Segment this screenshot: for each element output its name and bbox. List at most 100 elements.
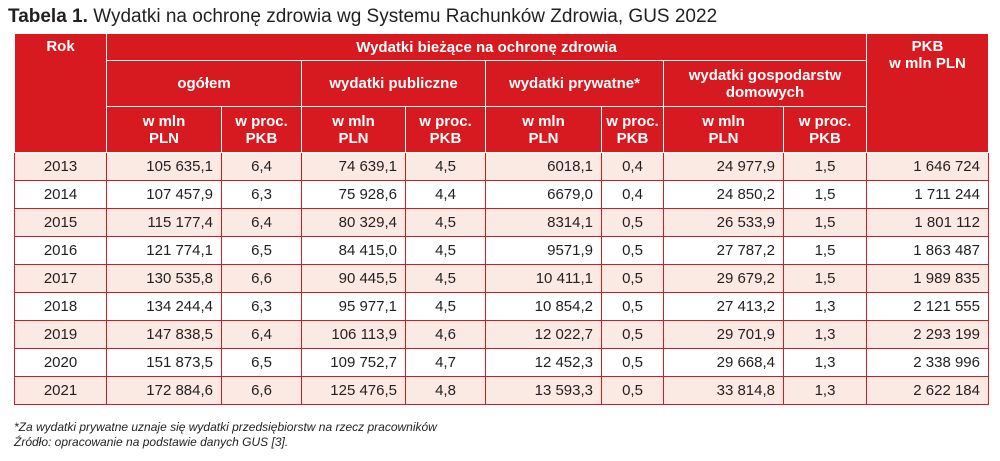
cell-prywatne-proc: 0,5	[601, 320, 664, 349]
cell-year: 2019	[14, 320, 107, 349]
cell-prywatne-mln: 10 411,1	[485, 264, 602, 293]
table-row: 2021 172 884,6 6,6 125 476,5 4,8 13 593,…	[14, 376, 989, 405]
cell-gospodarstwa-proc: 1,5	[783, 264, 867, 293]
table-row: 2016 121 774,1 6,5 84 415,0 4,5 9571,9 0…	[14, 236, 989, 265]
cell-prywatne-proc: 0,5	[601, 208, 664, 237]
cell-publiczne-proc: 4,5	[405, 292, 486, 321]
header-unit-proc: w proc. PKB	[405, 106, 486, 153]
cell-gospodarstwa-proc: 1,5	[783, 152, 867, 181]
footnote: *Za wydatki prywatne uznaje się wydatki …	[14, 420, 437, 434]
cell-ogolem-mln: 134 244,4	[106, 292, 222, 321]
cell-publiczne-proc: 4,7	[405, 348, 486, 377]
header-wydatki-publiczne: wydatki publiczne	[301, 60, 486, 107]
cell-year: 2015	[14, 208, 107, 237]
health-expenditure-table: Rok Wydatki bieżące na ochronę zdrowia P…	[14, 33, 989, 405]
cell-ogolem-proc: 6,3	[221, 292, 302, 321]
cell-ogolem-proc: 6,4	[221, 208, 302, 237]
cell-publiczne-proc: 4,4	[405, 180, 486, 209]
cell-gospodarstwa-mln: 29 679,2	[663, 264, 784, 293]
cell-publiczne-proc: 4,5	[405, 236, 486, 265]
cell-publiczne-proc: 4,6	[405, 320, 486, 349]
cell-prywatne-mln: 13 593,3	[485, 376, 602, 405]
cell-ogolem-mln: 115 177,4	[106, 208, 222, 237]
table-number: Tabela 1.	[8, 6, 88, 27]
cell-publiczne-proc: 4,5	[405, 208, 486, 237]
header-rok: Rok	[14, 33, 107, 153]
cell-publiczne-mln: 109 752,7	[301, 348, 406, 377]
cell-publiczne-proc: 4,5	[405, 152, 486, 181]
header-ogolem: ogółem	[106, 60, 302, 107]
cell-gospodarstwa-proc: 1,5	[783, 236, 867, 265]
cell-year: 2020	[14, 348, 107, 377]
cell-prywatne-mln: 12 022,7	[485, 320, 602, 349]
header-unit-mln: w mln PLN	[663, 106, 784, 153]
cell-gospodarstwa-proc: 1,3	[783, 376, 867, 405]
cell-gospodarstwa-mln: 24 850,2	[663, 180, 784, 209]
cell-ogolem-proc: 6,6	[221, 264, 302, 293]
cell-prywatne-proc: 0,5	[601, 348, 664, 377]
cell-publiczne-mln: 106 113,9	[301, 320, 406, 349]
cell-pkb: 2 622 184	[866, 376, 989, 405]
cell-ogolem-mln: 121 774,1	[106, 236, 222, 265]
cell-gospodarstwa-mln: 26 533,9	[663, 208, 784, 237]
cell-prywatne-proc: 0,4	[601, 152, 664, 181]
cell-ogolem-mln: 107 457,9	[106, 180, 222, 209]
cell-prywatne-proc: 0,5	[601, 264, 664, 293]
cell-year: 2016	[14, 236, 107, 265]
cell-year: 2018	[14, 292, 107, 321]
cell-prywatne-proc: 0,5	[601, 292, 664, 321]
header-wydatki-prywatne: wydatki prywatne*	[485, 60, 664, 107]
cell-pkb: 2 338 996	[866, 348, 989, 377]
cell-pkb: 1 801 112	[866, 208, 989, 237]
cell-pkb: 1 863 487	[866, 236, 989, 265]
header-group: Wydatki bieżące na ochronę zdrowia	[106, 33, 867, 61]
cell-publiczne-mln: 84 415,0	[301, 236, 406, 265]
cell-pkb: 2 293 199	[866, 320, 989, 349]
header-wydatki-gospodarstw: wydatki gospodarstw domowych	[663, 60, 867, 107]
cell-ogolem-proc: 6,5	[221, 348, 302, 377]
cell-publiczne-proc: 4,5	[405, 264, 486, 293]
header-unit-mln: w mln PLN	[485, 106, 602, 153]
cell-gospodarstwa-proc: 1,3	[783, 348, 867, 377]
cell-ogolem-proc: 6,5	[221, 236, 302, 265]
cell-ogolem-proc: 6,4	[221, 152, 302, 181]
table-caption: Wydatki na ochronę zdrowia wg Systemu Ra…	[93, 6, 718, 27]
table-row: 2018 134 244,4 6,3 95 977,1 4,5 10 854,2…	[14, 292, 989, 321]
cell-year: 2017	[14, 264, 107, 293]
cell-prywatne-proc: 0,5	[601, 376, 664, 405]
cell-pkb: 2 121 555	[866, 292, 989, 321]
cell-gospodarstwa-mln: 33 814,8	[663, 376, 784, 405]
cell-prywatne-mln: 10 854,2	[485, 292, 602, 321]
cell-gospodarstwa-proc: 1,5	[783, 180, 867, 209]
cell-pkb: 1 989 835	[866, 264, 989, 293]
cell-prywatne-proc: 0,5	[601, 236, 664, 265]
cell-gospodarstwa-mln: 29 701,9	[663, 320, 784, 349]
cell-publiczne-mln: 90 445,5	[301, 264, 406, 293]
cell-ogolem-mln: 130 535,8	[106, 264, 222, 293]
cell-ogolem-proc: 6,3	[221, 180, 302, 209]
cell-prywatne-mln: 6679,0	[485, 180, 602, 209]
cell-ogolem-mln: 105 635,1	[106, 152, 222, 181]
cell-year: 2014	[14, 180, 107, 209]
table-row: 2014 107 457,9 6,3 75 928,6 4,4 6679,0 0…	[14, 180, 989, 209]
source-note: Źródło: opracowanie na podstawie danych …	[14, 435, 289, 449]
cell-gospodarstwa-mln: 27 787,2	[663, 236, 784, 265]
cell-pkb: 1 646 724	[866, 152, 989, 181]
table-row: 2013 105 635,1 6,4 74 639,1 4,5 6018,1 0…	[14, 152, 989, 181]
cell-prywatne-mln: 6018,1	[485, 152, 602, 181]
cell-publiczne-mln: 125 476,5	[301, 376, 406, 405]
cell-ogolem-mln: 151 873,5	[106, 348, 222, 377]
table-title: Tabela 1. Wydatki na ochronę zdrowia wg …	[8, 6, 717, 28]
cell-publiczne-proc: 4,8	[405, 376, 486, 405]
cell-year: 2021	[14, 376, 107, 405]
cell-prywatne-mln: 9571,9	[485, 236, 602, 265]
cell-gospodarstwa-proc: 1,3	[783, 320, 867, 349]
table-row: 2017 130 535,8 6,6 90 445,5 4,5 10 411,1…	[14, 264, 989, 293]
header-unit-proc: w proc. PKB	[601, 106, 664, 153]
cell-publiczne-mln: 74 639,1	[301, 152, 406, 181]
cell-prywatne-mln: 8314,1	[485, 208, 602, 237]
cell-ogolem-mln: 172 884,6	[106, 376, 222, 405]
cell-ogolem-proc: 6,4	[221, 320, 302, 349]
cell-prywatne-mln: 12 452,3	[485, 348, 602, 377]
header-unit-mln: w mln PLN	[301, 106, 406, 153]
